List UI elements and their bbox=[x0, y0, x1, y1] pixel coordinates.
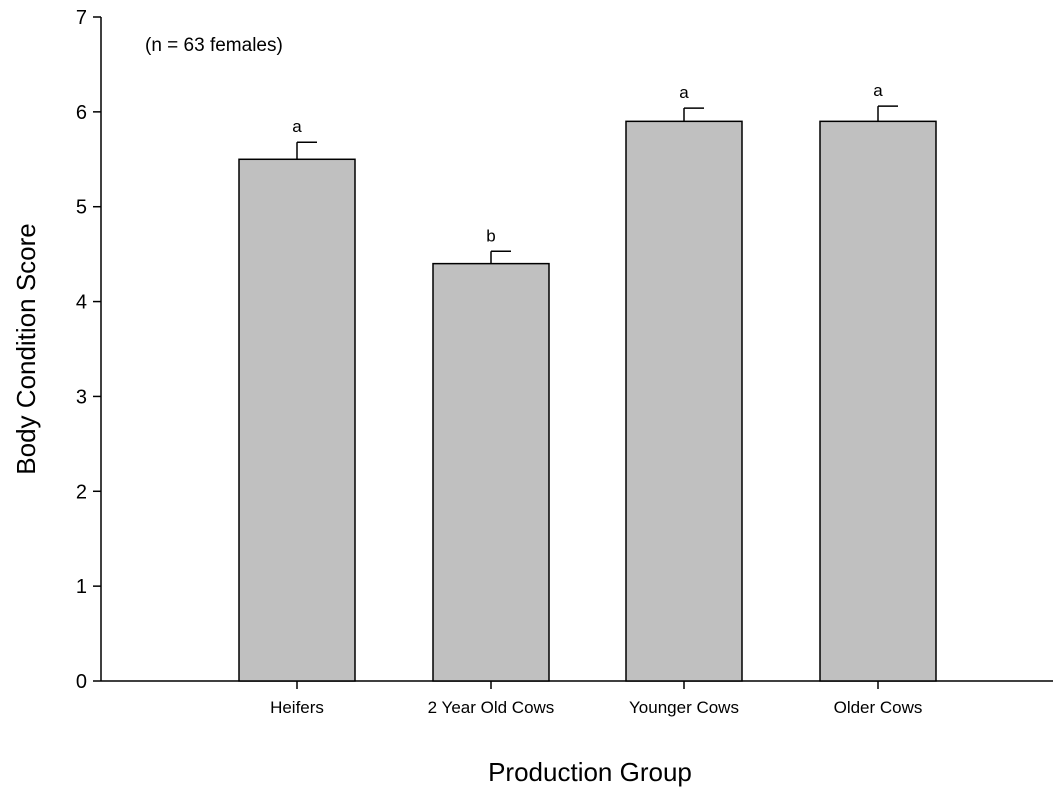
significance-letter: b bbox=[486, 226, 495, 245]
x-tick-label: Younger Cows bbox=[629, 698, 739, 717]
x-axis: Heifers 2 Year Old Cows Younger Cows Older … bbox=[101, 680, 1053, 717]
x-tick-label: Older Cows bbox=[834, 698, 923, 717]
y-tick-label: 0 bbox=[76, 671, 87, 693]
y-axis-title: Body Condition Score bbox=[11, 223, 41, 474]
y-tick-label: 6 bbox=[76, 102, 87, 124]
y-tick-label: 4 bbox=[76, 292, 87, 314]
significance-letter: a bbox=[679, 83, 689, 102]
significance-letter: a bbox=[292, 117, 302, 136]
x-axis-title: Production Group bbox=[488, 757, 692, 787]
bar bbox=[625, 120, 743, 682]
y-tick-label: 7 bbox=[76, 7, 87, 29]
y-tick-label: 1 bbox=[76, 576, 87, 598]
bar bbox=[819, 120, 937, 682]
x-tick-label: Heifers bbox=[270, 698, 324, 717]
y-axis: 0 1 2 3 4 5 6 7 bbox=[76, 7, 102, 693]
y-tick-label: 2 bbox=[76, 481, 87, 503]
bars: a b a a bbox=[238, 81, 937, 682]
y-tick-label: 5 bbox=[76, 197, 87, 219]
significance-letter: a bbox=[873, 81, 883, 100]
bar bbox=[432, 262, 550, 682]
x-tick-label: 2 Year Old Cows bbox=[428, 698, 555, 717]
y-tick-label: 3 bbox=[76, 386, 87, 408]
bar bbox=[238, 158, 356, 682]
chart-annotation: (n = 63 females) bbox=[145, 35, 283, 56]
